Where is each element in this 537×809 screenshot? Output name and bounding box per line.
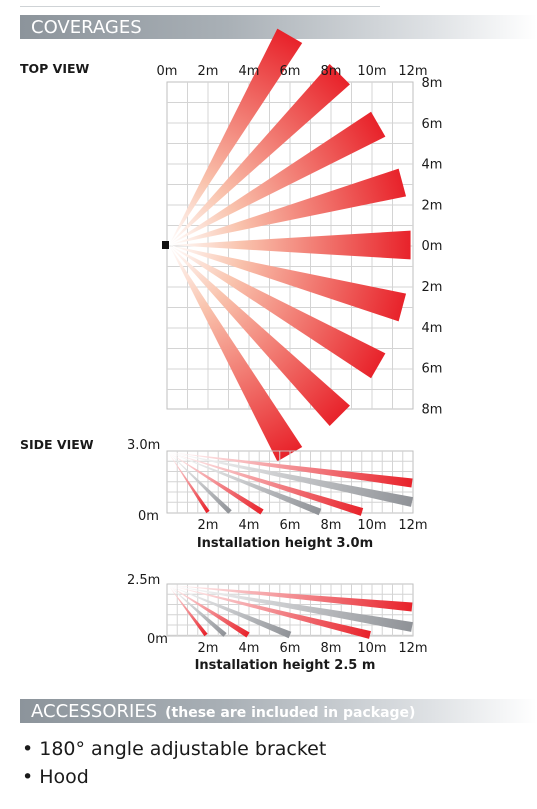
accessories-header: ACCESSORIES (these are included in packag… bbox=[20, 699, 537, 723]
side-beam bbox=[168, 452, 364, 516]
side-x-tick: 8m bbox=[321, 641, 342, 656]
top-x-tick: 10m bbox=[357, 64, 386, 79]
side-beam bbox=[168, 585, 227, 637]
side-x-tick: 12m bbox=[398, 518, 427, 533]
accessory-item-hood: • Hood bbox=[22, 766, 89, 788]
sensor-icon bbox=[162, 241, 169, 249]
accessories-title-text: ACCESSORIES bbox=[31, 701, 158, 722]
side-x-tick: 4m bbox=[239, 641, 260, 656]
top-x-tick: 6m bbox=[280, 64, 301, 79]
top-y-tick: 4m bbox=[422, 158, 443, 173]
top-beam bbox=[169, 64, 350, 245]
side-beam bbox=[168, 585, 413, 612]
top-x-tick: 12m bbox=[398, 64, 427, 79]
top-view-y-ticks: 8m 6m 4m 2m 0m 2m 4m 6m 8m bbox=[422, 76, 443, 417]
side-view-1-height-label: 3.0m bbox=[127, 438, 160, 453]
side-x-tick: 4m bbox=[239, 518, 260, 533]
side-view-2-x-ticks: 2m 4m 6m 8m 10m 12m bbox=[198, 641, 428, 656]
side-beam bbox=[168, 452, 414, 507]
top-view-x-ticks: 0m 2m 4m 6m 8m 10m 12m bbox=[157, 64, 428, 79]
accessories-title: ACCESSORIES (these are included in packag… bbox=[31, 701, 415, 722]
side-x-tick: 2m bbox=[198, 518, 219, 533]
side-view-1-x-ticks: 2m 4m 6m 8m 10m 12m bbox=[198, 518, 428, 533]
top-x-tick: 4m bbox=[239, 64, 260, 79]
top-x-tick: 0m bbox=[157, 64, 178, 79]
top-y-tick: 4m bbox=[422, 321, 443, 336]
coverages-title: COVERAGES bbox=[31, 17, 142, 38]
top-beam bbox=[169, 245, 303, 462]
top-view-label: TOP VIEW bbox=[20, 61, 90, 76]
top-y-tick: 6m bbox=[422, 117, 443, 132]
side-view-1-caption: Installation height 3.0m bbox=[196, 536, 374, 551]
side-beam bbox=[168, 452, 264, 515]
side-beam bbox=[168, 452, 413, 488]
top-y-tick: 0m bbox=[422, 239, 443, 254]
side-view-1-beams bbox=[168, 452, 414, 516]
top-beam bbox=[169, 245, 386, 379]
side-view-2-beams bbox=[168, 585, 413, 639]
side-x-tick: 12m bbox=[398, 641, 427, 656]
side-beam bbox=[168, 452, 322, 516]
top-beam bbox=[169, 245, 350, 426]
side-x-tick: 6m bbox=[280, 518, 301, 533]
side-beam bbox=[168, 452, 210, 514]
side-beam bbox=[168, 585, 250, 638]
accessory-item-bracket: • 180° angle adjustable bracket bbox=[22, 738, 327, 760]
side-beam bbox=[168, 452, 232, 514]
header-rule bbox=[20, 6, 380, 7]
side-x-tick: 2m bbox=[198, 641, 219, 656]
top-y-tick: 8m bbox=[422, 76, 443, 91]
side-view-label: SIDE VIEW bbox=[20, 437, 94, 452]
top-y-tick: 6m bbox=[422, 362, 443, 377]
side-x-tick: 10m bbox=[357, 518, 386, 533]
side-beam bbox=[168, 585, 292, 639]
top-beam bbox=[169, 168, 407, 245]
top-view-beams bbox=[169, 28, 411, 462]
side-beam bbox=[168, 585, 208, 637]
side-x-tick: 10m bbox=[357, 641, 386, 656]
side-x-tick: 8m bbox=[321, 518, 342, 533]
side-view-2-height-label: 2.5m bbox=[127, 573, 160, 588]
top-x-tick: 2m bbox=[198, 64, 219, 79]
top-x-tick: 8m bbox=[321, 64, 342, 79]
side-view-2-zero-label: 0m bbox=[147, 632, 168, 647]
top-beam bbox=[169, 245, 407, 322]
top-y-tick: 8m bbox=[422, 402, 443, 417]
side-beam bbox=[168, 585, 371, 639]
top-beam bbox=[169, 28, 303, 246]
side-x-tick: 6m bbox=[280, 641, 301, 656]
top-beam bbox=[169, 111, 386, 245]
top-y-tick: 2m bbox=[422, 280, 443, 295]
side-view-1-zero-label: 0m bbox=[138, 509, 159, 524]
top-beam bbox=[169, 230, 411, 260]
top-y-tick: 2m bbox=[422, 198, 443, 213]
side-beam bbox=[168, 585, 413, 632]
side-view-2-caption: Installation height 2.5 m bbox=[194, 658, 376, 673]
accessories-subtitle: (these are included in package) bbox=[165, 705, 416, 721]
